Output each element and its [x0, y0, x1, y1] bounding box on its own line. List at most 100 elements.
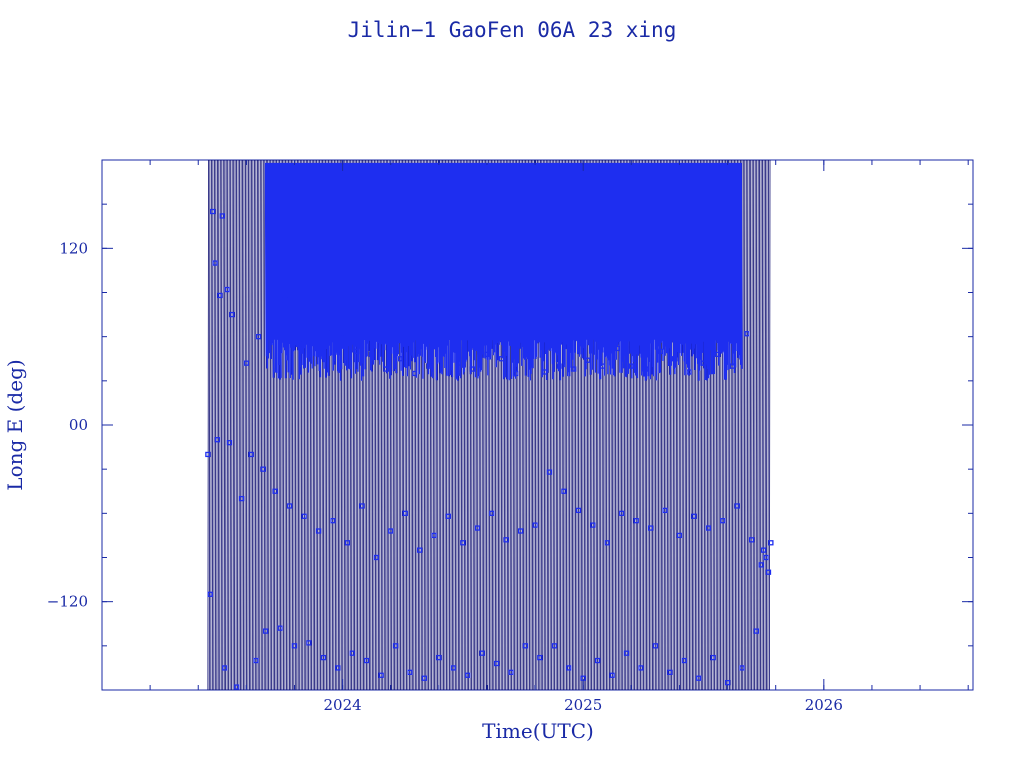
x-tick-label: 2024	[324, 696, 362, 714]
data-point	[407, 669, 413, 675]
y-axis-label: Long E (deg)	[3, 359, 27, 490]
data-point	[527, 360, 533, 366]
data-point	[214, 437, 221, 443]
data-point	[676, 532, 683, 539]
data-point	[378, 672, 384, 678]
data-point	[671, 356, 678, 362]
data-point	[330, 518, 336, 524]
data-point	[277, 625, 283, 631]
data-point	[217, 292, 223, 299]
data-points-layer	[205, 208, 774, 690]
y-tick-label: 120	[59, 239, 88, 257]
data-point	[585, 357, 591, 363]
x-tick-label: 2026	[805, 696, 843, 714]
data-point	[421, 675, 428, 681]
data-point	[595, 657, 601, 664]
data-point	[248, 451, 254, 458]
x-tick-label: 2025	[564, 696, 602, 714]
data-point	[402, 510, 408, 516]
data-point	[633, 518, 639, 524]
data-point	[460, 540, 466, 546]
data-point	[431, 532, 437, 539]
data-point	[229, 311, 235, 318]
data-point	[205, 451, 211, 458]
data-point	[715, 351, 721, 357]
data-point	[619, 510, 625, 516]
data-point	[503, 537, 509, 543]
data-point	[354, 348, 360, 355]
data-point	[667, 669, 673, 675]
data-point	[570, 366, 577, 372]
data-point	[441, 341, 447, 347]
data-point	[311, 319, 317, 325]
data-point	[320, 654, 327, 661]
data-point	[696, 675, 702, 681]
data-point	[234, 684, 240, 690]
data-point	[262, 628, 269, 634]
data-point	[255, 334, 262, 340]
data-point	[238, 495, 245, 502]
data-point	[566, 665, 572, 671]
data-point	[243, 360, 250, 366]
data-point	[373, 554, 379, 561]
data-point	[758, 562, 764, 568]
data-point	[609, 672, 615, 678]
data-point	[219, 213, 225, 219]
data-point	[469, 366, 476, 372]
data-point	[226, 440, 233, 446]
data-point	[364, 657, 370, 664]
data-point	[763, 554, 769, 561]
data-point	[604, 540, 610, 546]
data-point	[416, 547, 423, 553]
data-point	[445, 513, 452, 519]
x-axis-label: Time(UTC)	[482, 719, 594, 743]
data-point	[272, 488, 278, 494]
data-point	[349, 650, 355, 656]
data-point	[628, 363, 634, 369]
data-point	[253, 657, 259, 664]
data-point	[546, 469, 553, 475]
data-point	[705, 525, 711, 531]
data-point	[335, 665, 341, 671]
data-point	[212, 260, 218, 266]
data-point	[522, 643, 529, 649]
data-point	[224, 286, 230, 293]
data-point	[436, 654, 442, 661]
data-point	[306, 640, 312, 646]
data-point	[734, 503, 740, 509]
data-point	[768, 540, 774, 546]
data-point	[537, 654, 543, 661]
data-point	[344, 540, 351, 546]
data-point	[739, 665, 745, 671]
data-point	[590, 522, 596, 528]
data-point	[291, 643, 298, 649]
data-point	[614, 345, 620, 352]
data-point	[652, 643, 659, 649]
data-point	[542, 369, 548, 375]
data-point	[753, 628, 760, 634]
data-point	[761, 547, 767, 553]
data-point	[561, 488, 567, 494]
data-point	[643, 366, 649, 372]
y-tick-label: 00	[69, 416, 88, 434]
data-point	[388, 528, 394, 534]
data-point	[210, 208, 216, 215]
data-point	[657, 348, 663, 355]
data-point	[426, 363, 432, 369]
data-point	[493, 660, 500, 667]
data-point	[556, 363, 562, 369]
tick-labels: 2024 2025 2026 120 00 −120	[47, 239, 843, 714]
data-point	[359, 503, 365, 509]
data-point	[744, 331, 750, 337]
data-point	[551, 643, 557, 649]
data-point	[412, 370, 418, 377]
data-point	[686, 369, 692, 375]
data-point	[383, 366, 389, 372]
axis-ticks	[101, 159, 973, 691]
data-point	[518, 528, 524, 534]
data-point	[465, 672, 471, 678]
data-point	[662, 507, 668, 514]
data-point	[647, 525, 654, 531]
data-point	[700, 360, 707, 366]
